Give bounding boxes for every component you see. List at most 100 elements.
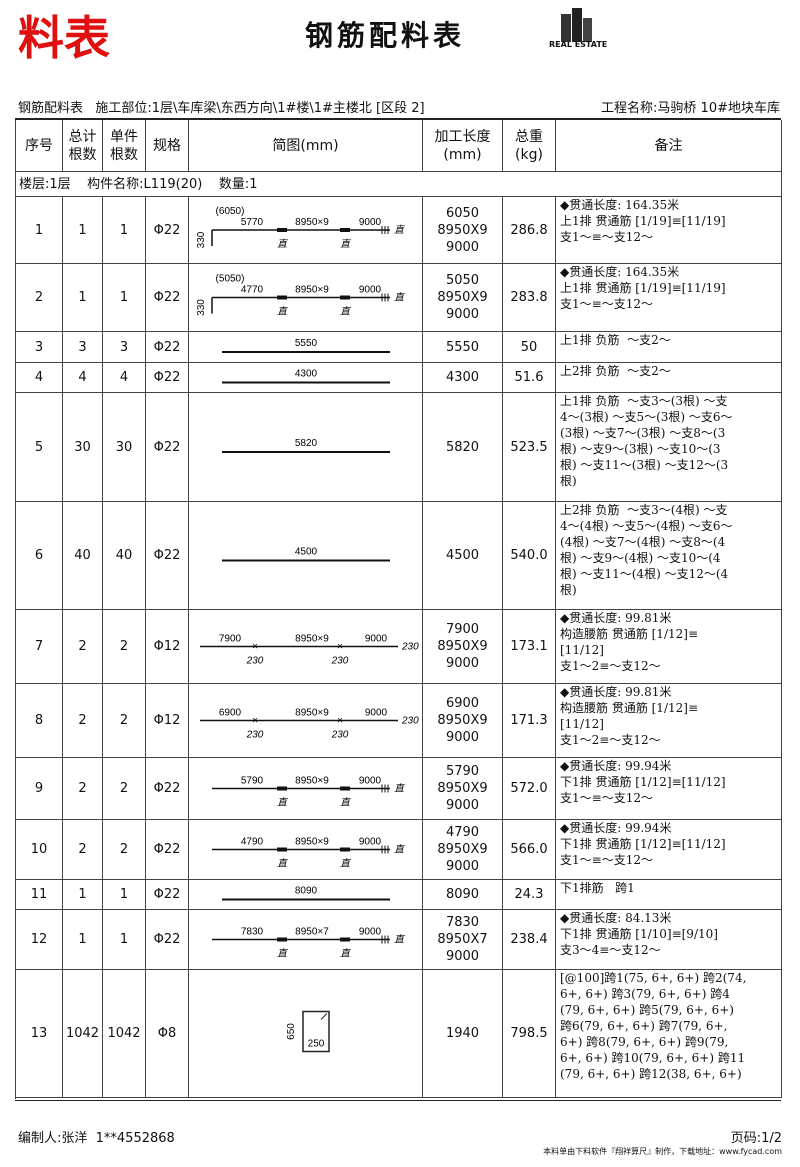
- note-line: 上1排 贯通筋 [1/19]≡[11/19]: [560, 281, 726, 295]
- dim-label: 250: [307, 1039, 324, 1050]
- total-count: 2: [63, 684, 103, 758]
- dim-label: 9000: [358, 927, 381, 938]
- dim-label: 8950×9: [295, 634, 329, 645]
- unit-count: 2: [103, 684, 146, 758]
- below-label: 直: [340, 948, 352, 960]
- unit-count: 1: [103, 264, 146, 332]
- dim-label: 4500: [294, 547, 317, 558]
- diagram-cell: 5550: [189, 332, 423, 363]
- total-count: 1042: [63, 970, 103, 1098]
- note-cell: 上2排 负筋 ～支2～: [556, 363, 782, 393]
- joint: ×: [252, 642, 258, 653]
- note-line: ◆贯通长度: 99.81米: [560, 685, 672, 699]
- below-label: 230: [330, 730, 348, 741]
- info-right: 工程名称:马驹桥 10#地块车库: [601, 101, 780, 116]
- dim-label: 9000: [358, 837, 381, 848]
- diagram-cell: 5790 8950×9 9000 直直直: [189, 758, 423, 820]
- below-label: 直: [277, 948, 289, 960]
- group-row: 楼层:1层 构件名称:L119(20) 数量:1: [16, 172, 782, 197]
- note-line: 4～(4根) ～支5～(4根) ～支6～: [560, 519, 733, 533]
- note-line: 上1排 贯通筋 [1/19]≡[11/19]: [560, 214, 726, 228]
- row-number: 10: [16, 820, 63, 880]
- diagram: 8090: [221, 886, 390, 901]
- note-line: 下1排 贯通筋 [1/12]≡[11/12]: [560, 775, 726, 789]
- note-line: 下1排筋 跨1: [560, 881, 635, 895]
- row-number: 7: [16, 610, 63, 684]
- spec: Φ22: [146, 502, 189, 610]
- length: 8950X9: [437, 842, 488, 857]
- column-header: 备注: [556, 120, 782, 172]
- length-cell: 5550: [423, 332, 503, 363]
- weight: 171.3: [503, 684, 556, 758]
- column-header: 总计 根数: [63, 120, 103, 172]
- note-line: 构造腰筋 贯通筋 [1/12]≡: [560, 701, 698, 715]
- below-label: 直: [340, 797, 352, 809]
- weight: 238.4: [503, 910, 556, 970]
- spec: Φ22: [146, 264, 189, 332]
- column-header: 加工长度 (mm): [423, 120, 503, 172]
- total-count: 1: [63, 880, 103, 910]
- length-cell: 4300: [423, 363, 503, 393]
- note-cell: ◆贯通长度: 99.94米 下1排 贯通筋 [1/12]≡[11/12] 支1～≡～…: [556, 820, 782, 880]
- diagram-cell: 8090: [189, 880, 423, 910]
- note-cell: ◆贯通长度: 99.94米 下1排 贯通筋 [1/12]≡[11/12] 支1～≡～…: [556, 758, 782, 820]
- joint: [276, 295, 287, 300]
- unit-count: 1: [103, 197, 146, 264]
- unit-count: 3: [103, 332, 146, 363]
- dim-label: 4300: [294, 369, 317, 380]
- dim-label: 650: [286, 1023, 297, 1040]
- row-number: 1: [16, 197, 63, 264]
- spec: Φ22: [146, 393, 189, 502]
- joint: [276, 847, 287, 852]
- note-line: 6+, 6+) 跨10(79, 6+, 6+) 跨11: [560, 1051, 746, 1065]
- diagram: 4500: [221, 547, 390, 562]
- note-line: 上2排 负筋 ～支2～: [560, 364, 671, 378]
- note-line: 上1排 负筋 ～支3～(3根) ～支: [560, 394, 728, 408]
- joint: [276, 228, 287, 232]
- length: 8950X9: [437, 781, 488, 796]
- joint: [276, 786, 287, 791]
- below-label: 直: [340, 858, 352, 870]
- row-number: 9: [16, 758, 63, 820]
- note-line: [@100]跨1(75, 6+, 6+) 跨2(74,: [560, 971, 747, 985]
- diagram-cell: 7830 8950×7 9000 直直直: [189, 910, 423, 970]
- note-line: 支1～2≡～支12～: [560, 659, 661, 673]
- weight: 572.0: [503, 758, 556, 820]
- row-number: 11: [16, 880, 63, 910]
- note-line: (79, 6+, 6+) 跨5(79, 6+, 6+): [560, 1003, 734, 1017]
- dim-label: 7830: [240, 927, 263, 938]
- column-header: 序号: [16, 120, 63, 172]
- note-line: ◆贯通长度: 84.13米: [560, 911, 672, 925]
- weight: 798.5: [503, 970, 556, 1098]
- note-cell: [@100]跨1(75, 6+, 6+) 跨2(74, 6+, 6+) 跨3(79…: [556, 970, 782, 1098]
- length: 9000: [445, 798, 480, 813]
- note-line: 4～(3根) ～支5～(3根) ～支6～: [560, 410, 733, 424]
- top-label: (6050): [215, 206, 244, 217]
- logo-icon: [561, 8, 592, 42]
- note-cell: ◆贯通长度: 164.35米 上1排 贯通筋 [1/19]≡[11/19] 支1～≡…: [556, 197, 782, 264]
- dim-label: 8090: [294, 886, 317, 897]
- dim-label: 6900: [218, 708, 241, 719]
- column-header: 简图(mm): [189, 120, 423, 172]
- diagram-cell: 4770 8950×9 9000 直直直 (5050) 330: [189, 264, 423, 332]
- unit-count: 40: [103, 502, 146, 610]
- note-line: 根): [560, 474, 577, 488]
- joint: [339, 847, 350, 852]
- spec: Φ22: [146, 758, 189, 820]
- unit-count: 1: [103, 910, 146, 970]
- table: 序号 总计 根数 单件 根数 规格 简图(mm) 加工长度 (mm) 总重 (kg) 备注 楼层…: [15, 120, 782, 1099]
- unit-count: 2: [103, 610, 146, 684]
- total-count: 4: [63, 363, 103, 393]
- joint: [339, 937, 350, 942]
- length: 5050: [445, 273, 480, 288]
- row-number: 5: [16, 393, 63, 502]
- info-left: 钢筋配料表 施工部位:1层\车库梁\东西方向\1#楼\1#主楼北 [区段 2]: [18, 101, 425, 116]
- dim-label: 5790: [240, 776, 263, 787]
- total-count: 1: [63, 264, 103, 332]
- weight: 51.6: [503, 363, 556, 393]
- dim-label: 9000: [364, 634, 387, 645]
- note-cell: 下1排筋 跨1: [556, 880, 782, 910]
- length: 5550: [445, 339, 480, 355]
